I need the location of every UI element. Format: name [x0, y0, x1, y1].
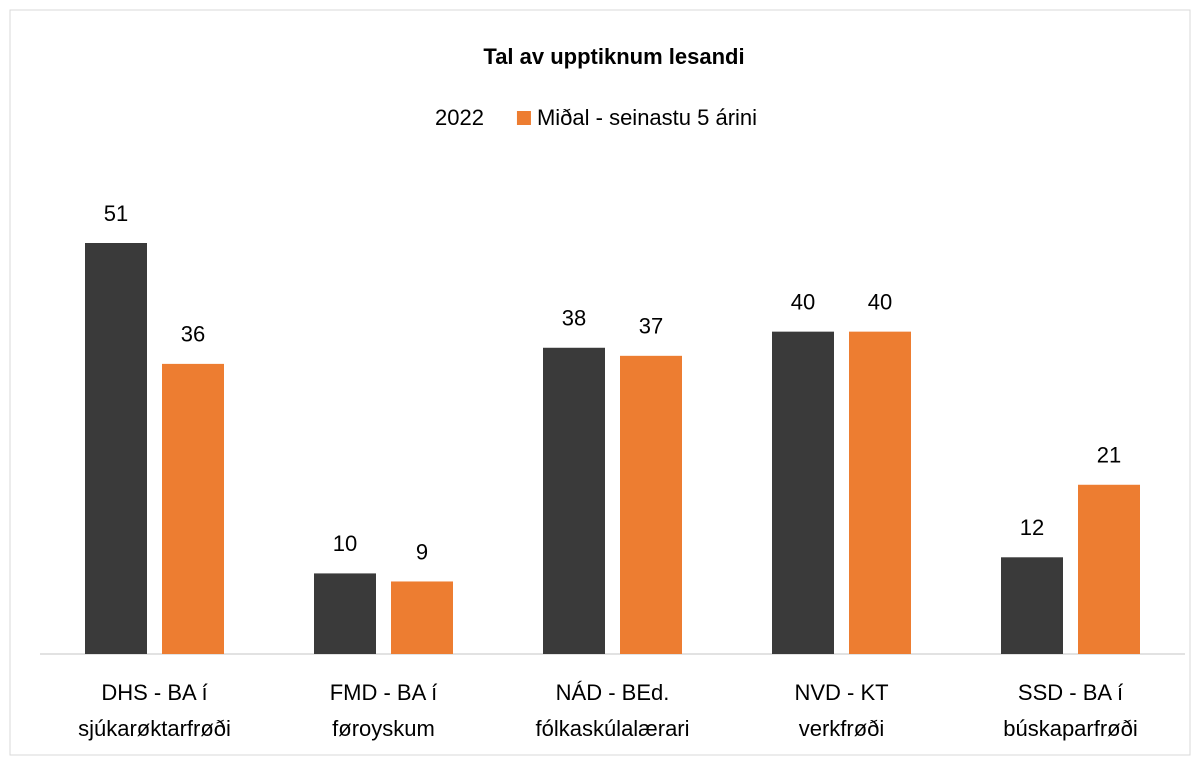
data-label: 40 — [868, 289, 892, 314]
x-tick-label: SSD - BA í — [1018, 680, 1123, 705]
x-tick-label: NVD - KT — [794, 680, 888, 705]
bar — [314, 573, 376, 654]
chart-title: Tal av upptiknum lesandi — [483, 44, 744, 69]
data-label: 10 — [333, 531, 357, 556]
data-label: 21 — [1097, 443, 1121, 468]
data-label: 37 — [639, 314, 663, 339]
x-tick-label: verkfrøði — [799, 716, 885, 741]
bar — [620, 355, 682, 654]
data-label: 36 — [181, 322, 205, 347]
legend-swatch — [516, 111, 531, 125]
x-tick-label: DHS - BA í — [101, 680, 207, 705]
bar — [391, 581, 453, 654]
bar — [543, 347, 605, 654]
bar — [1078, 484, 1140, 654]
data-label: 40 — [791, 289, 815, 314]
x-tick-label: sjúkarøktarfrøði — [78, 716, 231, 741]
x-tick-label: FMD - BA í — [330, 680, 438, 705]
x-tick-label: fólkaskúlalærari — [535, 716, 689, 741]
bar — [162, 363, 224, 654]
data-label: 38 — [562, 306, 586, 331]
data-label: 12 — [1020, 515, 1044, 540]
x-tick-label: NÁD - BEd. — [556, 680, 670, 705]
bar — [849, 331, 911, 654]
x-tick-label: búskaparfrøði — [1003, 716, 1138, 741]
legend-label: 2022 — [435, 105, 484, 130]
x-tick-label: føroyskum — [332, 716, 435, 741]
bar — [1001, 557, 1063, 654]
bar — [85, 243, 147, 654]
data-label: 51 — [104, 201, 128, 226]
data-label: 9 — [416, 539, 428, 564]
bar — [772, 331, 834, 654]
legend-label: Miðal - seinastu 5 árini — [537, 105, 757, 130]
